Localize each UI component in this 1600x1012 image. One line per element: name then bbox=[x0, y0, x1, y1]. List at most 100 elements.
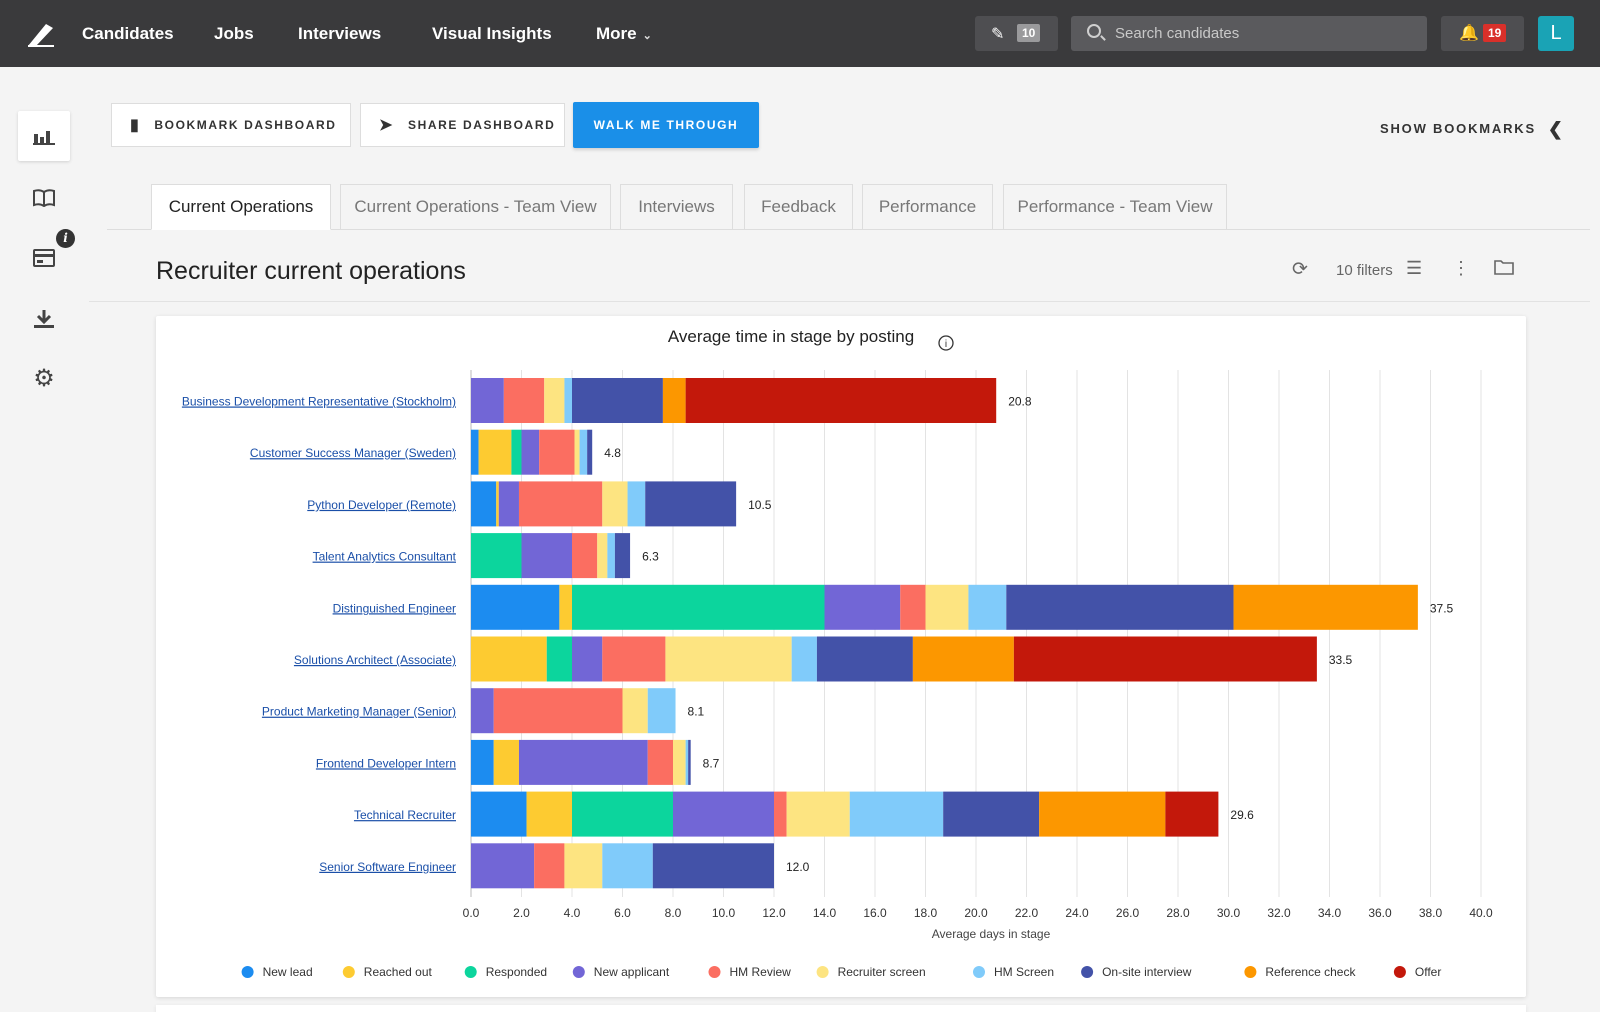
refresh-icon[interactable]: ⟳ bbox=[1292, 259, 1308, 280]
category-link[interactable]: Product Marketing Manager (Senior) bbox=[262, 705, 456, 719]
bar-segment[interactable] bbox=[1233, 584, 1418, 630]
bar-segment[interactable] bbox=[572, 378, 663, 423]
bar-segment[interactable] bbox=[498, 481, 519, 527]
bar-segment[interactable] bbox=[602, 843, 653, 889]
nav-jobs[interactable]: Jobs bbox=[214, 24, 254, 43]
bar-segment[interactable] bbox=[572, 533, 598, 579]
bar-segment[interactable] bbox=[622, 688, 648, 734]
nav-more[interactable]: More ⌄ bbox=[596, 24, 652, 44]
bar-segment[interactable] bbox=[816, 636, 913, 682]
folder-icon[interactable] bbox=[1494, 259, 1514, 279]
bar-segment[interactable] bbox=[496, 481, 499, 527]
bar-segment[interactable] bbox=[607, 533, 615, 579]
bar-segment[interactable] bbox=[662, 378, 686, 423]
bar-segment[interactable] bbox=[597, 533, 608, 579]
sidebar-settings-button[interactable]: ⚙ bbox=[18, 353, 70, 403]
tab-current-operations[interactable]: Current Operations bbox=[151, 184, 331, 230]
info-icon[interactable] bbox=[938, 335, 954, 351]
bar-segment[interactable] bbox=[572, 791, 673, 837]
bookmark-dashboard-button[interactable]: ▮ BOOKMARK DASHBOARD bbox=[111, 103, 351, 147]
bar-segment[interactable] bbox=[546, 636, 572, 682]
bar-segment[interactable] bbox=[647, 688, 676, 734]
bar-segment[interactable] bbox=[786, 791, 850, 837]
sidebar-dashboard-button[interactable] bbox=[18, 111, 70, 161]
show-bookmarks-button[interactable]: SHOW BOOKMARKS ❮ bbox=[1380, 117, 1565, 139]
notifications-button[interactable]: 🔔 19 bbox=[1441, 16, 1524, 51]
legend-entry[interactable]: Reference check bbox=[1265, 965, 1356, 979]
legend-entry[interactable]: On-site interview bbox=[1102, 965, 1192, 979]
category-link[interactable]: Frontend Developer Intern bbox=[316, 756, 456, 770]
bar-segment[interactable] bbox=[564, 843, 603, 889]
bar-segment[interactable] bbox=[471, 688, 494, 734]
bar-segment[interactable] bbox=[518, 739, 648, 785]
bar-segment[interactable] bbox=[900, 584, 926, 630]
legend-entry[interactable]: Responded bbox=[486, 965, 547, 979]
bar-segment[interactable] bbox=[968, 584, 1007, 630]
bar-segment[interactable] bbox=[673, 739, 686, 785]
category-link[interactable]: Talent Analytics Consultant bbox=[313, 550, 457, 564]
bar-segment[interactable] bbox=[614, 533, 631, 579]
bar-segment[interactable] bbox=[824, 584, 901, 630]
category-link[interactable]: Python Developer (Remote) bbox=[307, 498, 456, 512]
search-box[interactable] bbox=[1071, 16, 1427, 51]
category-link[interactable]: Senior Software Engineer bbox=[319, 860, 456, 874]
bar-segment[interactable] bbox=[539, 429, 575, 475]
filters-label[interactable]: 10 filters bbox=[1336, 262, 1393, 279]
bar-segment[interactable] bbox=[521, 533, 573, 579]
category-link[interactable]: Customer Success Manager (Sweden) bbox=[250, 446, 456, 460]
bar-segment[interactable] bbox=[645, 481, 737, 527]
bar-segment[interactable] bbox=[943, 791, 1040, 837]
tab-performance-team-view[interactable]: Performance - Team View bbox=[1003, 184, 1227, 230]
bar-segment[interactable] bbox=[652, 843, 774, 889]
bar-segment[interactable] bbox=[587, 429, 593, 475]
legend-entry[interactable]: New applicant bbox=[594, 965, 670, 979]
bar-segment[interactable] bbox=[665, 636, 792, 682]
bar-segment[interactable] bbox=[511, 429, 522, 475]
walk-me-through-button[interactable]: WALK ME THROUGH bbox=[573, 102, 759, 148]
bar-segment[interactable] bbox=[602, 481, 628, 527]
bar-segment[interactable] bbox=[559, 584, 572, 630]
bar-segment[interactable] bbox=[925, 584, 969, 630]
bar-segment[interactable] bbox=[685, 739, 689, 785]
bar-segment[interactable] bbox=[471, 378, 504, 423]
nav-interviews[interactable]: Interviews bbox=[298, 24, 382, 43]
bar-segment[interactable] bbox=[647, 739, 673, 785]
bar-segment[interactable] bbox=[685, 378, 997, 423]
bar-segment[interactable] bbox=[503, 378, 545, 423]
legend-entry[interactable]: HM Review bbox=[730, 965, 792, 979]
bar-segment[interactable] bbox=[471, 843, 535, 889]
bar-segment[interactable] bbox=[471, 481, 497, 527]
filter-lines-icon[interactable]: ☰ bbox=[1406, 258, 1423, 278]
sidebar-reports-button[interactable] bbox=[18, 233, 70, 283]
tab-interviews[interactable]: Interviews bbox=[620, 184, 733, 230]
bar-segment[interactable] bbox=[544, 378, 565, 423]
legend-entry[interactable]: Recruiter screen bbox=[838, 965, 926, 979]
category-link[interactable]: Distinguished Engineer bbox=[333, 601, 456, 615]
bar-segment[interactable] bbox=[493, 739, 519, 785]
legend-entry[interactable]: Offer bbox=[1415, 965, 1441, 979]
bar-segment[interactable] bbox=[493, 688, 623, 734]
category-link[interactable]: Business Development Representative (Sto… bbox=[182, 395, 456, 409]
bar-segment[interactable] bbox=[471, 533, 522, 579]
category-link[interactable]: Technical Recruiter bbox=[354, 808, 456, 822]
bar-segment[interactable] bbox=[564, 378, 572, 423]
avatar[interactable]: L bbox=[1538, 16, 1574, 51]
bar-segment[interactable] bbox=[1013, 636, 1317, 682]
bar-segment[interactable] bbox=[602, 636, 666, 682]
bar-segment[interactable] bbox=[912, 636, 1014, 682]
more-vertical-icon[interactable]: ⋮ bbox=[1452, 258, 1470, 278]
legend-entry[interactable]: HM Screen bbox=[994, 965, 1054, 979]
nav-visual-insights[interactable]: Visual Insights bbox=[432, 24, 552, 43]
bar-segment[interactable] bbox=[1006, 584, 1234, 630]
bar-segment[interactable] bbox=[849, 791, 944, 837]
tab-performance[interactable]: Performance bbox=[862, 184, 993, 230]
bar-segment[interactable] bbox=[518, 481, 603, 527]
logo-icon[interactable] bbox=[26, 20, 56, 48]
bar-segment[interactable] bbox=[627, 481, 646, 527]
bar-segment[interactable] bbox=[688, 739, 691, 785]
bar-segment[interactable] bbox=[572, 636, 603, 682]
bar-segment[interactable] bbox=[471, 739, 494, 785]
bar-segment[interactable] bbox=[791, 636, 817, 682]
bar-segment[interactable] bbox=[1165, 791, 1219, 837]
category-link[interactable]: Solutions Architect (Associate) bbox=[294, 653, 456, 667]
